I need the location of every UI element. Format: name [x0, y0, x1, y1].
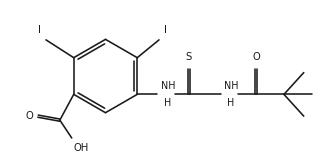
Text: I: I	[37, 25, 41, 35]
Text: NH: NH	[224, 81, 239, 91]
Text: OH: OH	[74, 143, 89, 153]
Text: O: O	[25, 111, 33, 121]
Text: O: O	[252, 52, 260, 62]
Text: S: S	[186, 52, 192, 62]
Text: H: H	[228, 98, 235, 108]
Text: H: H	[164, 98, 171, 108]
Text: NH: NH	[161, 81, 176, 91]
Text: I: I	[164, 25, 167, 35]
